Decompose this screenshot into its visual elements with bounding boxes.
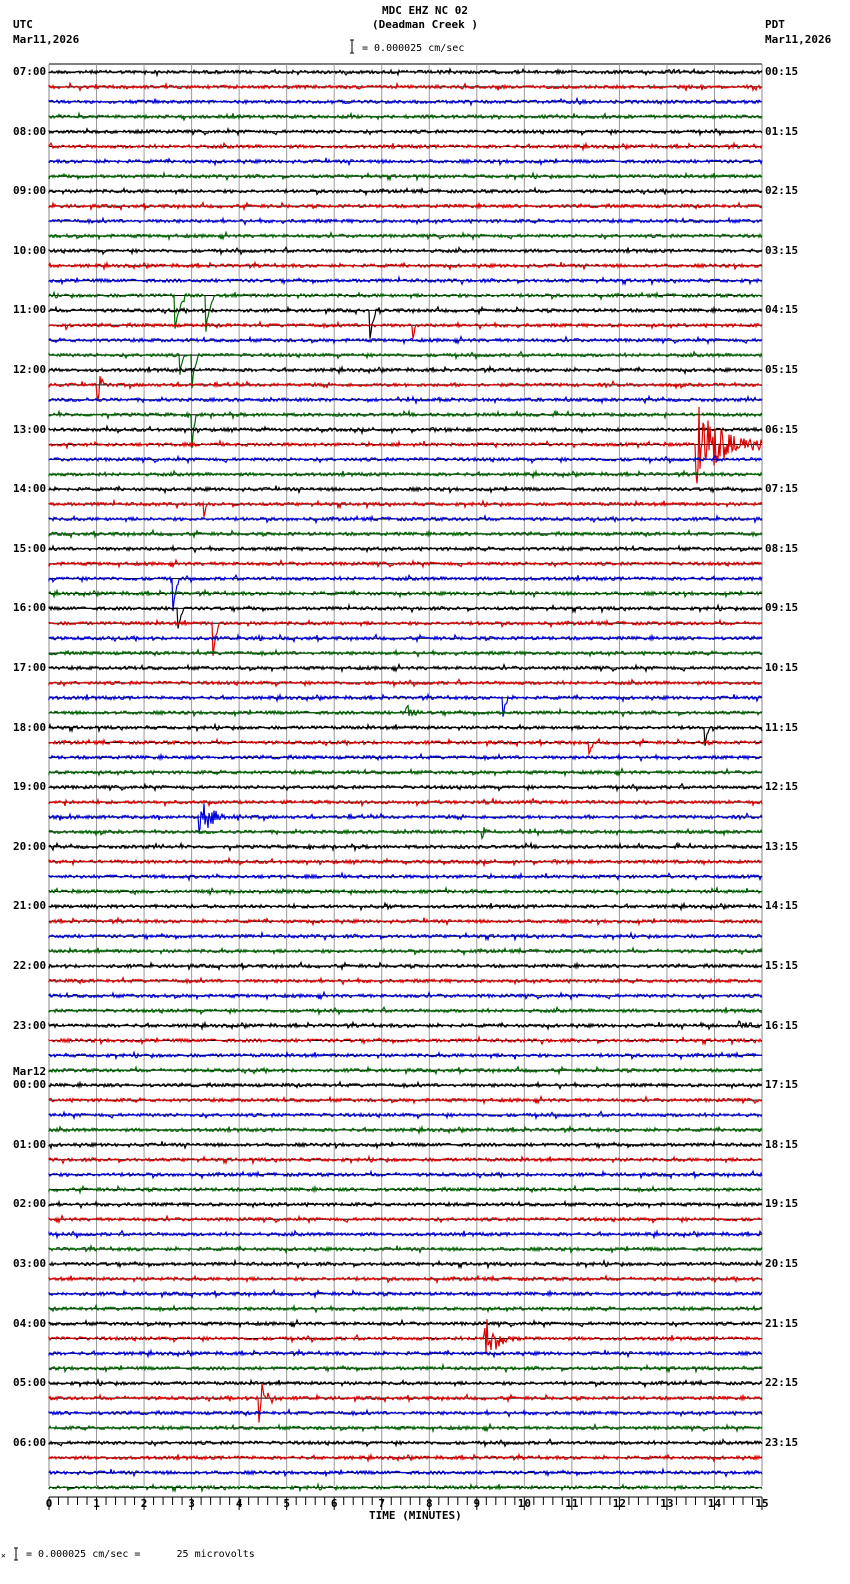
x-tick-label: 0 xyxy=(45,1497,53,1510)
x-tick-label: 7 xyxy=(378,1497,386,1510)
utc-hour-label: 02:00 xyxy=(13,1197,47,1211)
pdt-hour-label: 18:15 xyxy=(765,1137,799,1151)
x-tick-label: 10 xyxy=(517,1497,531,1510)
pdt-hour-label: 04:15 xyxy=(765,303,799,317)
pdt-hour-label: 11:15 xyxy=(765,720,799,734)
pdt-hour-label: 13:15 xyxy=(765,839,799,853)
x-tick-label: 3 xyxy=(188,1497,195,1510)
date-change-label: Mar12 xyxy=(13,1065,47,1079)
right-timezone: PDT xyxy=(765,18,785,31)
x-tick-label: 15 xyxy=(755,1497,769,1510)
x-tick-label: 2 xyxy=(140,1497,148,1510)
utc-hour-label: 12:00 xyxy=(13,363,47,376)
pdt-hour-label: 01:15 xyxy=(765,124,799,138)
x-tick-label: 12 xyxy=(612,1497,627,1510)
utc-hour-label: 11:00 xyxy=(13,303,47,317)
footer-prefix-icon: ✕ xyxy=(1,1551,6,1560)
pdt-hour-label: 00:15 xyxy=(765,65,799,78)
station-title: MDC EHZ NC 02 xyxy=(381,4,469,17)
pdt-hour-label: 05:15 xyxy=(765,363,799,376)
pdt-hour-label: 06:15 xyxy=(765,422,799,436)
x-tick-label: 11 xyxy=(565,1497,579,1510)
utc-hour-label: 19:00 xyxy=(13,780,47,794)
utc-hour-label: 05:00 xyxy=(13,1376,47,1390)
pdt-hour-label: 03:15 xyxy=(765,243,799,257)
x-axis-label: TIME (MINUTES) xyxy=(369,1509,462,1522)
utc-hour-label: 22:00 xyxy=(13,959,47,972)
utc-hour-label: 18:00 xyxy=(13,720,47,734)
x-tick-label: 6 xyxy=(330,1497,338,1510)
left-date: Mar11,2026 xyxy=(13,33,80,46)
x-tick-label: 1 xyxy=(93,1497,100,1510)
pdt-hour-label: 10:15 xyxy=(765,661,799,674)
utc-hour-label: 03:00 xyxy=(13,1257,47,1270)
scale-label: = 0.000025 cm/sec xyxy=(362,43,465,54)
left-timezone: UTC xyxy=(13,18,33,31)
utc-hour-label: 20:00 xyxy=(13,839,47,853)
pdt-hour-label: 02:15 xyxy=(765,184,799,198)
utc-hour-label: 16:00 xyxy=(13,601,47,615)
pdt-hour-label: 22:15 xyxy=(765,1376,799,1390)
pdt-hour-label: 17:15 xyxy=(765,1078,799,1092)
utc-hour-label: 17:00 xyxy=(13,661,47,674)
utc-hour-label: 14:00 xyxy=(13,482,47,496)
utc-hour-label: 04:00 xyxy=(13,1316,47,1330)
pdt-hour-label: 19:15 xyxy=(765,1197,799,1211)
utc-hour-label: 15:00 xyxy=(13,541,47,555)
utc-hour-label: 23:00 xyxy=(13,1018,47,1032)
pdt-hour-label: 21:15 xyxy=(765,1316,799,1330)
pdt-hour-label: 09:15 xyxy=(765,601,799,615)
x-tick-label: 5 xyxy=(283,1497,290,1510)
utc-hour-label: 21:00 xyxy=(13,899,47,913)
pdt-hour-label: 07:15 xyxy=(765,482,799,496)
x-tick-label: 4 xyxy=(235,1497,243,1510)
utc-hour-label: 06:00 xyxy=(13,1435,47,1449)
pdt-hour-label: 08:15 xyxy=(765,541,799,555)
x-tick-label: 14 xyxy=(707,1497,722,1510)
right-date: Mar11,2026 xyxy=(765,33,832,46)
utc-hour-label: 10:00 xyxy=(13,243,47,257)
utc-hour-label: 01:00 xyxy=(13,1137,47,1151)
pdt-hour-label: 16:15 xyxy=(765,1018,799,1032)
x-tick-label: 13 xyxy=(660,1497,674,1510)
utc-hour-label: 07:00 xyxy=(13,65,47,78)
pdt-hour-label: 14:15 xyxy=(765,899,799,913)
station-site: (Deadman Creek ) xyxy=(372,18,478,31)
x-tick-label: 9 xyxy=(473,1497,481,1510)
utc-hour-label: 00:00 xyxy=(13,1078,47,1092)
utc-hour-label: 09:00 xyxy=(13,184,47,198)
footer-scale-label: = 0.000025 cm/sec = 25 microvolts xyxy=(26,1549,255,1560)
x-tick-label: 8 xyxy=(425,1497,433,1510)
pdt-hour-label: 15:15 xyxy=(765,959,799,972)
pdt-hour-label: 20:15 xyxy=(765,1257,799,1270)
pdt-hour-label: 23:15 xyxy=(765,1435,799,1449)
utc-hour-label: 13:00 xyxy=(13,422,47,436)
utc-hour-label: 08:00 xyxy=(13,124,47,138)
pdt-hour-label: 12:15 xyxy=(765,780,799,794)
